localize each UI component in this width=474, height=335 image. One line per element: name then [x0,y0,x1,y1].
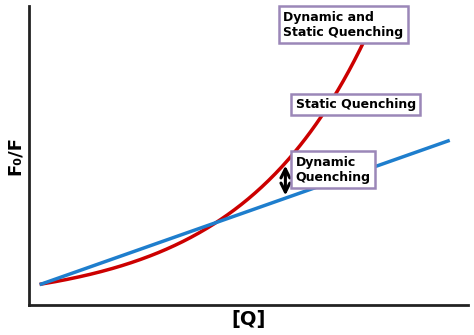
Y-axis label: F₀/F: F₀/F [6,136,24,175]
Text: Dynamic and
Static Quenching: Dynamic and Static Quenching [283,11,403,39]
Text: Static Quenching: Static Quenching [296,98,416,111]
Text: Dynamic
Quenching: Dynamic Quenching [296,155,371,184]
X-axis label: [Q]: [Q] [232,311,266,329]
